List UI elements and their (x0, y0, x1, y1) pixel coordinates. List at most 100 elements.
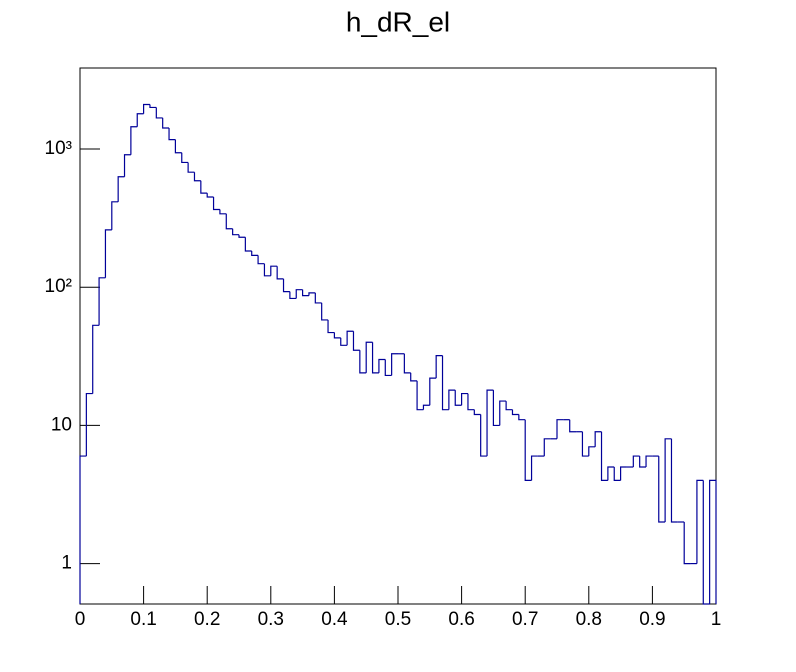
histogram-bin (200, 180, 208, 194)
histogram-bin (168, 128, 176, 141)
x-tick-label: 0.5 (385, 609, 411, 630)
x-tick-label: 0.9 (639, 609, 665, 630)
histogram-bin (620, 466, 627, 481)
histogram-bin (511, 409, 519, 416)
histogram-bin (365, 341, 373, 373)
histogram-bin (270, 265, 278, 276)
histogram-bin (530, 455, 538, 481)
histogram-bin (238, 234, 246, 238)
histogram-bin (206, 193, 214, 198)
histogram-bin (263, 263, 271, 277)
x-tick-label: 0 (75, 609, 86, 630)
histogram-bin (378, 358, 386, 373)
histogram-bin (416, 380, 424, 411)
x-tick-label: 0.1 (130, 609, 156, 630)
histogram-bin (225, 213, 233, 230)
histogram-bin (518, 414, 526, 421)
histogram-bin (295, 289, 303, 299)
histogram-bin (639, 456, 647, 468)
histogram-bin (702, 480, 710, 605)
histogram-bin (143, 103, 150, 114)
histogram-bin (359, 350, 367, 374)
histogram-bin (187, 162, 195, 173)
histogram-bin (136, 113, 144, 127)
histogram-bin (251, 250, 259, 256)
histogram-bin (149, 104, 157, 109)
histogram-bin (429, 377, 437, 406)
histogram-bin (448, 389, 456, 410)
histogram-bin (492, 390, 500, 427)
histogram-bin (155, 107, 163, 119)
histogram-bin (123, 154, 131, 177)
histogram-bin (321, 302, 329, 321)
histogram-bin (664, 438, 672, 522)
histogram-bin (308, 292, 316, 296)
histogram-bin (670, 438, 678, 523)
histogram-bin (162, 117, 170, 129)
histogram-bin (92, 324, 100, 394)
histogram-bin (302, 289, 309, 297)
histogram-bin (505, 401, 513, 411)
histogram-bin (658, 456, 666, 523)
histogram-bin (282, 278, 290, 293)
x-tick-label: 0.2 (194, 609, 220, 630)
histogram-bin (257, 255, 265, 265)
histogram-bin (486, 389, 494, 457)
y-tick-label: 1 (61, 553, 72, 574)
histogram-bin (607, 466, 615, 481)
histogram-bin (632, 455, 640, 468)
x-tick-label: 0.6 (448, 609, 474, 630)
histogram-bin (371, 342, 379, 374)
histogram-bin (461, 392, 468, 406)
histogram-bin (645, 455, 653, 468)
histogram-bin (384, 359, 392, 377)
histogram-bin (499, 400, 507, 426)
histogram-bin (391, 353, 398, 376)
histogram-bin (244, 237, 252, 252)
histogram-bin (709, 479, 717, 604)
histogram-bin (232, 228, 239, 236)
histogram-bin (130, 126, 138, 155)
histogram-bin (410, 372, 418, 382)
histogram-bin (117, 176, 125, 202)
x-tick-label: 0.7 (512, 609, 538, 630)
histogram-bin (85, 392, 93, 457)
histogram-bin (473, 409, 481, 416)
histogram-bin (333, 332, 341, 339)
histogram-bin (340, 337, 348, 346)
histogram-bin (193, 172, 201, 182)
histogram-bin (467, 393, 475, 411)
histogram-bin (276, 266, 284, 280)
histogram-bin (422, 404, 430, 410)
histogram-bin (696, 479, 704, 564)
histogram-bin (588, 446, 596, 457)
histogram-bin (569, 419, 577, 433)
histogram-bin (600, 431, 608, 481)
chart-title: h_dR_el (346, 6, 450, 37)
x-tick-label: 0.4 (321, 609, 348, 630)
histogram-bin (111, 201, 119, 230)
histogram-bin (104, 229, 112, 278)
histogram-bin (435, 355, 443, 379)
x-tick-label: 0.8 (576, 609, 602, 630)
histogram-bin (212, 196, 220, 211)
histogram-bin (174, 139, 182, 154)
histogram-bin (98, 277, 106, 326)
histogram-bin (219, 209, 227, 215)
histogram-bin (79, 455, 87, 604)
histogram-bin (352, 331, 360, 351)
histogram-bin (181, 152, 189, 164)
histogram-bin (403, 353, 411, 374)
histogram-bin (314, 292, 322, 304)
histogram-bin (480, 414, 488, 457)
x-tick-label: 1 (711, 609, 722, 630)
x-tick-label: 0.3 (258, 609, 284, 630)
histogram-bin (346, 330, 354, 346)
histogram-bin (327, 319, 335, 334)
y-tick-label: 10³ (45, 138, 72, 159)
histogram-bin (683, 521, 691, 565)
histogram-bin (524, 419, 532, 481)
histogram-bin (454, 390, 462, 406)
